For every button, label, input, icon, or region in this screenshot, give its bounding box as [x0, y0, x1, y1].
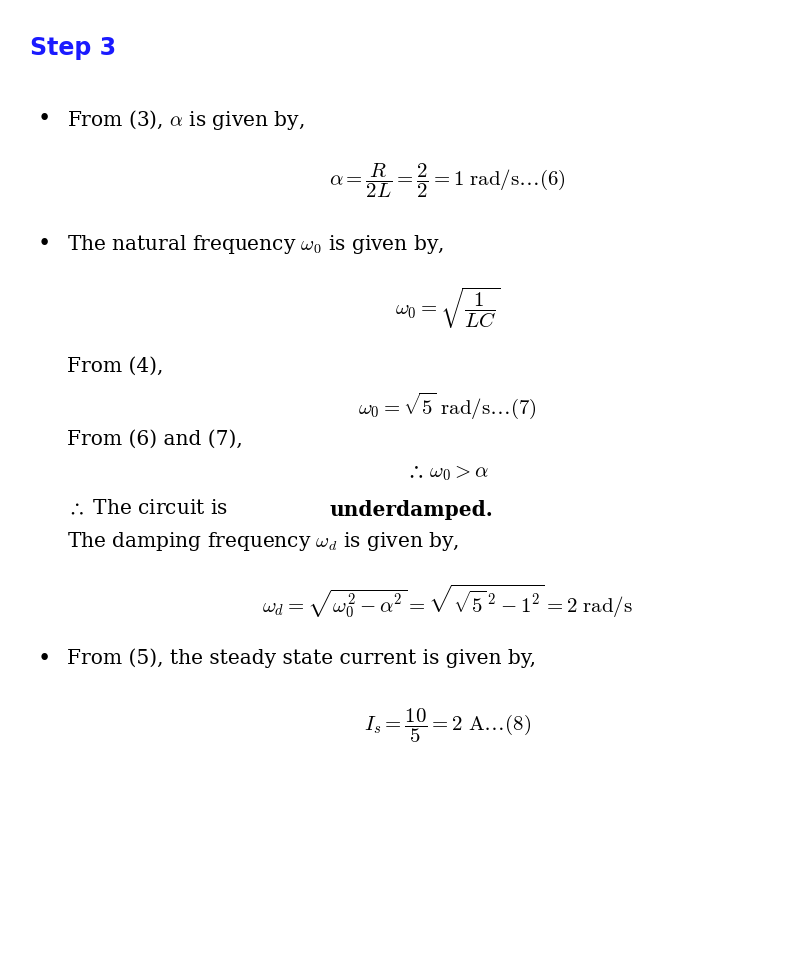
Text: •: • — [38, 233, 51, 255]
Text: $\therefore$ The circuit is: $\therefore$ The circuit is — [67, 500, 229, 518]
Text: $\therefore\, \omega_0 > \alpha$: $\therefore\, \omega_0 > \alpha$ — [406, 464, 489, 483]
Text: $\omega_d = \sqrt{\omega_0^2 - \alpha^2} = \sqrt{\sqrt{5}^{\,2} - 1^2} = 2\ \mat: $\omega_d = \sqrt{\omega_0^2 - \alpha^2}… — [262, 582, 633, 620]
Text: $I_s = \dfrac{10}{5} = 2\ \mathrm{A}\ldots(8)$: $I_s = \dfrac{10}{5} = 2\ \mathrm{A}\ldo… — [364, 706, 531, 744]
Text: $\alpha = \dfrac{R}{2L} = \dfrac{2}{2} = 1\ \mathrm{rad/s}\ldots(6)$: $\alpha = \dfrac{R}{2L} = \dfrac{2}{2} =… — [329, 162, 566, 200]
Text: From (5), the steady state current is given by,: From (5), the steady state current is gi… — [67, 648, 536, 668]
Text: •: • — [38, 108, 51, 130]
Text: $\omega_0 = \sqrt{5}\ \mathrm{rad/s}\ldots(7)$: $\omega_0 = \sqrt{5}\ \mathrm{rad/s}\ldo… — [358, 391, 537, 422]
Text: The natural frequency $\omega_0$ is given by,: The natural frequency $\omega_0$ is give… — [67, 233, 444, 256]
Text: From (3), $\alpha$ is given by,: From (3), $\alpha$ is given by, — [67, 108, 304, 132]
Text: •: • — [38, 648, 51, 670]
Text: $\omega_0 = \sqrt{\dfrac{1}{LC}}$: $\omega_0 = \sqrt{\dfrac{1}{LC}}$ — [395, 285, 501, 331]
Text: Step 3: Step 3 — [30, 35, 116, 59]
Text: The damping frequency $\omega_d$ is given by,: The damping frequency $\omega_d$ is give… — [67, 530, 459, 553]
Text: From (4),: From (4), — [67, 357, 163, 376]
Text: underdamped.: underdamped. — [330, 500, 493, 519]
Text: From (6) and (7),: From (6) and (7), — [67, 430, 243, 449]
